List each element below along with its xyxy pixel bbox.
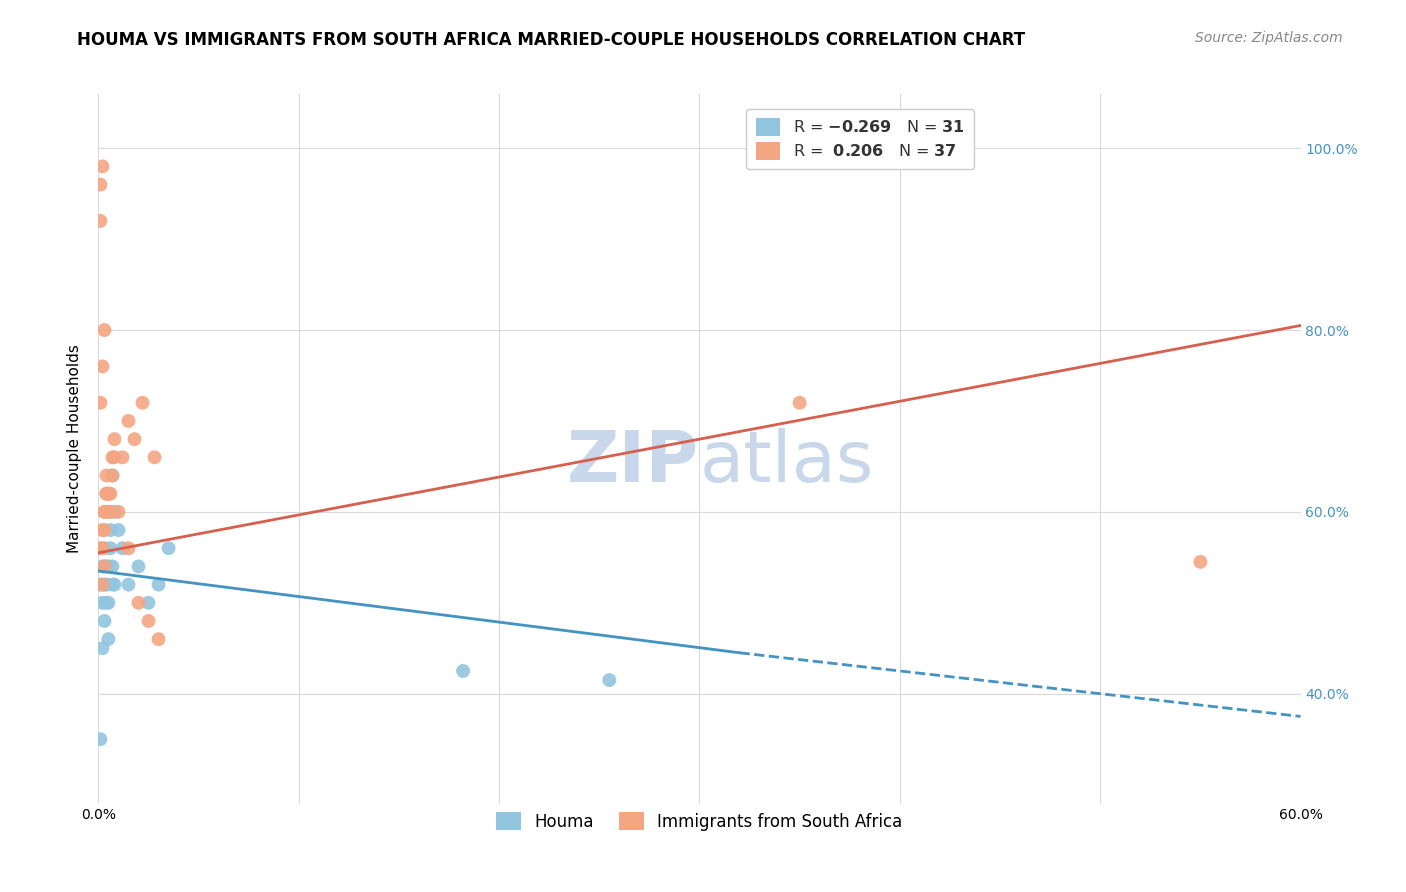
- Point: [89, 178, 111, 192]
- Point: [96, 486, 118, 500]
- Point: [96, 486, 118, 500]
- Point: [148, 577, 170, 591]
- Text: HOUMA VS IMMIGRANTS FROM SOUTH AFRICA MARRIED-COUPLE HOUSEHOLDS CORRELATION CHAR: HOUMA VS IMMIGRANTS FROM SOUTH AFRICA MA…: [77, 31, 1025, 49]
- Point: [93, 505, 115, 519]
- Point: [91, 577, 114, 591]
- Point: [101, 468, 124, 483]
- Point: [97, 559, 120, 574]
- Point: [117, 577, 139, 591]
- Point: [97, 596, 120, 610]
- Text: Source: ZipAtlas.com: Source: ZipAtlas.com: [1195, 31, 1343, 45]
- Point: [100, 541, 122, 556]
- Point: [100, 523, 122, 537]
- Point: [91, 559, 114, 574]
- Point: [107, 523, 129, 537]
- Point: [101, 468, 124, 483]
- Point: [138, 596, 160, 610]
- Point: [128, 559, 150, 574]
- Point: [91, 359, 114, 374]
- Point: [93, 559, 115, 574]
- Point: [128, 596, 150, 610]
- Point: [598, 673, 620, 687]
- Point: [1189, 555, 1212, 569]
- Point: [91, 523, 114, 537]
- Point: [93, 505, 115, 519]
- Point: [789, 396, 811, 410]
- Point: [111, 450, 134, 465]
- Point: [93, 523, 115, 537]
- Point: [100, 486, 122, 500]
- Y-axis label: Married-couple Households: Married-couple Households: [67, 343, 83, 553]
- Point: [97, 632, 120, 647]
- Legend: Houma, Immigrants from South Africa: Houma, Immigrants from South Africa: [486, 802, 912, 840]
- Point: [91, 596, 114, 610]
- Point: [93, 614, 115, 628]
- Point: [111, 541, 134, 556]
- Point: [103, 577, 125, 591]
- Point: [157, 541, 180, 556]
- Point: [124, 432, 146, 446]
- Point: [101, 450, 124, 465]
- Point: [91, 641, 114, 656]
- Point: [97, 486, 120, 500]
- Point: [89, 214, 111, 228]
- Point: [93, 541, 115, 556]
- Point: [100, 505, 122, 519]
- Point: [89, 396, 111, 410]
- Point: [148, 632, 170, 647]
- Point: [89, 577, 111, 591]
- Point: [101, 577, 124, 591]
- Text: ZIP: ZIP: [567, 428, 699, 497]
- Point: [96, 468, 118, 483]
- Point: [96, 559, 118, 574]
- Point: [138, 614, 160, 628]
- Point: [96, 577, 118, 591]
- Point: [143, 450, 166, 465]
- Point: [101, 559, 124, 574]
- Point: [93, 577, 115, 591]
- Point: [107, 505, 129, 519]
- Point: [91, 541, 114, 556]
- Point: [117, 541, 139, 556]
- Point: [103, 450, 125, 465]
- Point: [93, 323, 115, 337]
- Point: [89, 732, 111, 747]
- Point: [89, 541, 111, 556]
- Point: [100, 505, 122, 519]
- Point: [451, 664, 474, 678]
- Point: [97, 505, 120, 519]
- Point: [103, 505, 125, 519]
- Point: [96, 596, 118, 610]
- Point: [131, 396, 153, 410]
- Point: [103, 432, 125, 446]
- Point: [91, 160, 114, 174]
- Point: [117, 414, 139, 428]
- Text: atlas: atlas: [699, 428, 875, 497]
